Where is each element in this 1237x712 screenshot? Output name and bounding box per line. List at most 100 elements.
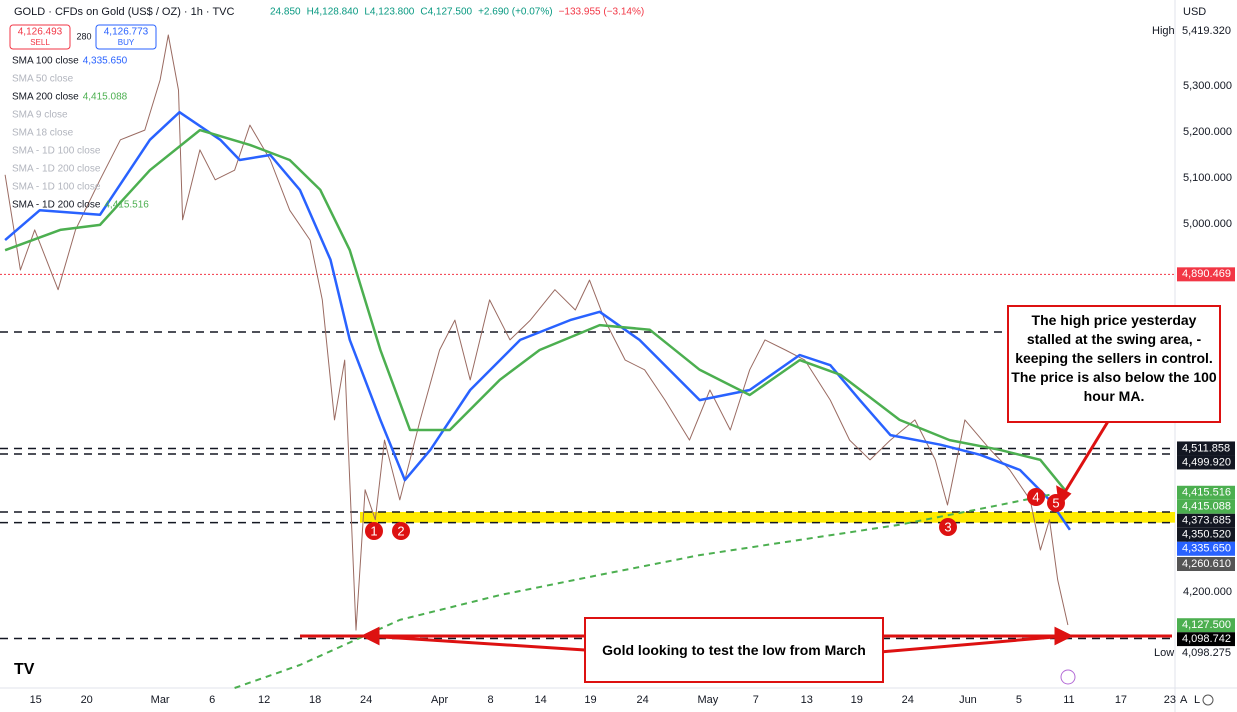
price-label-bg: [1177, 646, 1235, 661]
y-tick-label: 5,000.000: [1183, 218, 1232, 230]
price-label-bg: [1177, 557, 1235, 572]
price-label-bg: [1177, 618, 1235, 633]
price-label: 4,335.650: [1182, 543, 1231, 555]
indicator-name[interactable]: SMA 9 close: [12, 110, 68, 121]
price-label-bg: [1177, 499, 1235, 514]
high-label: High: [1152, 25, 1175, 37]
ohlc-value: H4,128.840: [307, 7, 359, 18]
price-label-bg: [1177, 455, 1235, 470]
price-label-bg: [1177, 632, 1235, 647]
marker-label: 5: [1052, 495, 1059, 510]
indicator-name[interactable]: SMA - 1D 100 close: [12, 146, 101, 157]
marker-label: 2: [397, 523, 404, 538]
indicator-value: 4,415.088: [83, 92, 128, 103]
price-label: 4,415.088: [1182, 501, 1231, 513]
marker: [365, 522, 383, 540]
marker: [1047, 494, 1065, 512]
indicator-name[interactable]: SMA 50 close: [12, 74, 74, 85]
support-band: [360, 512, 1175, 523]
x-tick-label: Mar: [151, 694, 170, 706]
ohlc-value: −133.955 (−3.14%): [559, 7, 645, 18]
price-label: 4,098.742: [1182, 633, 1231, 645]
x-tick-label: 23: [1164, 694, 1176, 706]
price-label: 4,890.469: [1182, 268, 1231, 280]
series-line: [234, 493, 1050, 689]
price-label: 4,260.610: [1182, 558, 1231, 570]
price-label-bg: [1177, 527, 1235, 542]
price-label-bg: [1177, 441, 1235, 456]
price-label: 5,419.320: [1182, 25, 1231, 37]
price-label-bg: [1177, 267, 1235, 282]
price-label-bg: [1177, 541, 1235, 556]
x-tick-label: 7: [753, 694, 759, 706]
y-tick-label: 5,100.000: [1183, 172, 1232, 184]
indicator-name[interactable]: SMA 200 close: [12, 92, 79, 103]
indicator-name[interactable]: SMA - 1D 200 close: [12, 200, 101, 211]
price-label-bg: [1177, 24, 1235, 39]
marker-label: 1: [370, 523, 377, 538]
price-label: 4,350.520: [1182, 529, 1231, 541]
y-tick-label: 4,200.000: [1183, 586, 1232, 598]
x-tick-label: Apr: [431, 694, 448, 706]
x-tick-label: 24: [360, 694, 372, 706]
series-line: [4, 34, 1069, 631]
marker-label: 3: [944, 519, 951, 534]
symbol-title: GOLD · CFDs on Gold (US$ / OZ) · 1h · TV…: [14, 6, 235, 18]
svg-text:TV: TV: [14, 661, 35, 678]
marker: [939, 518, 957, 536]
price-label: 4,127.500: [1182, 619, 1231, 631]
indicator-name[interactable]: SMA - 1D 100 close: [12, 182, 101, 193]
price-label-bg: [1177, 513, 1235, 528]
x-tick-label: 19: [851, 694, 863, 706]
buy-label: BUY: [118, 38, 135, 47]
replay-icon[interactable]: [1060, 669, 1076, 685]
series-line: [4, 128, 1066, 491]
sell-box[interactable]: [9, 24, 71, 50]
indicator-name[interactable]: SMA 100 close: [12, 56, 79, 67]
y-tick-label: 5,200.000: [1183, 126, 1232, 138]
ohlc-value: +2.690 (+0.07%): [478, 7, 553, 18]
price-label: 4,511.858: [1182, 442, 1230, 454]
price-label: 4,499.920: [1182, 456, 1231, 468]
buy-price: 4,126.773: [104, 27, 149, 38]
settings-icon[interactable]: [1202, 694, 1214, 706]
currency: USD: [1183, 6, 1206, 18]
price-label: 4,098.275: [1182, 647, 1231, 659]
sell-price: 4,126.493: [18, 27, 63, 38]
x-tick-label: 19: [584, 694, 596, 706]
auto-scale[interactable]: A: [1180, 694, 1188, 706]
x-tick-label: 6: [209, 694, 215, 706]
marker: [1027, 488, 1045, 506]
ohlc-value: L4,123.800: [364, 7, 414, 18]
annotation-box: The high price yesterday stalled at the …: [1007, 305, 1221, 423]
tv-logo: TV: [14, 661, 35, 678]
price-label: 4,373.685: [1182, 515, 1231, 527]
x-tick-label: 12: [258, 694, 270, 706]
indicator-value: 4,335.650: [83, 56, 128, 67]
low-label: Low: [1154, 647, 1174, 659]
x-tick-label: 15: [30, 694, 42, 706]
buy-box[interactable]: [95, 24, 157, 50]
marker: [392, 522, 410, 540]
series-line: [4, 110, 1071, 531]
x-tick-label: Jun: [959, 694, 977, 706]
x-tick-label: 14: [534, 694, 546, 706]
price-label: 4,415.516: [1182, 487, 1231, 499]
marker-label: 4: [1032, 489, 1039, 504]
x-tick-label: 11: [1063, 694, 1074, 706]
y-tick-label: 5,300.000: [1183, 80, 1232, 92]
x-tick-label: 5: [1016, 694, 1022, 706]
log-scale[interactable]: L: [1194, 694, 1200, 706]
sell-label: SELL: [30, 38, 50, 47]
indicator-name[interactable]: SMA 18 close: [12, 128, 74, 139]
x-tick-label: 17: [1115, 694, 1127, 706]
price-label-bg: [1177, 485, 1235, 500]
spread: 280: [76, 31, 91, 41]
indicator-name[interactable]: SMA - 1D 200 close: [12, 164, 101, 175]
x-tick-label: 24: [636, 694, 648, 706]
x-tick-label: 8: [488, 694, 494, 706]
x-tick-label: 18: [309, 694, 321, 706]
x-tick-label: 13: [801, 694, 813, 706]
x-tick-label: 20: [81, 694, 93, 706]
